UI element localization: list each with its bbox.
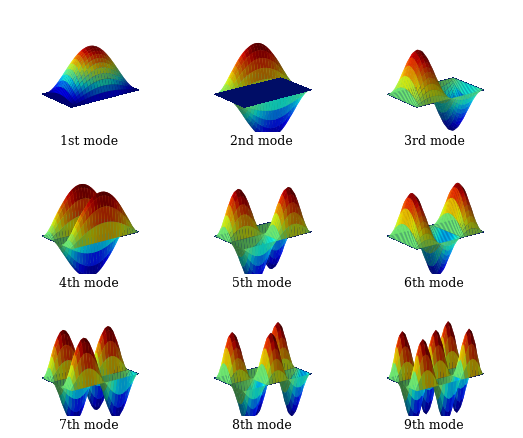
Text: 8th mode: 8th mode [232, 418, 291, 431]
Text: 1st mode: 1st mode [60, 135, 118, 148]
Text: 6th mode: 6th mode [404, 277, 464, 290]
Text: 3rd mode: 3rd mode [404, 135, 464, 148]
Text: 9th mode: 9th mode [404, 418, 464, 431]
Text: 4th mode: 4th mode [59, 277, 119, 290]
Text: 7th mode: 7th mode [59, 418, 119, 431]
Text: 5th mode: 5th mode [232, 277, 291, 290]
Text: 2nd mode: 2nd mode [230, 135, 293, 148]
